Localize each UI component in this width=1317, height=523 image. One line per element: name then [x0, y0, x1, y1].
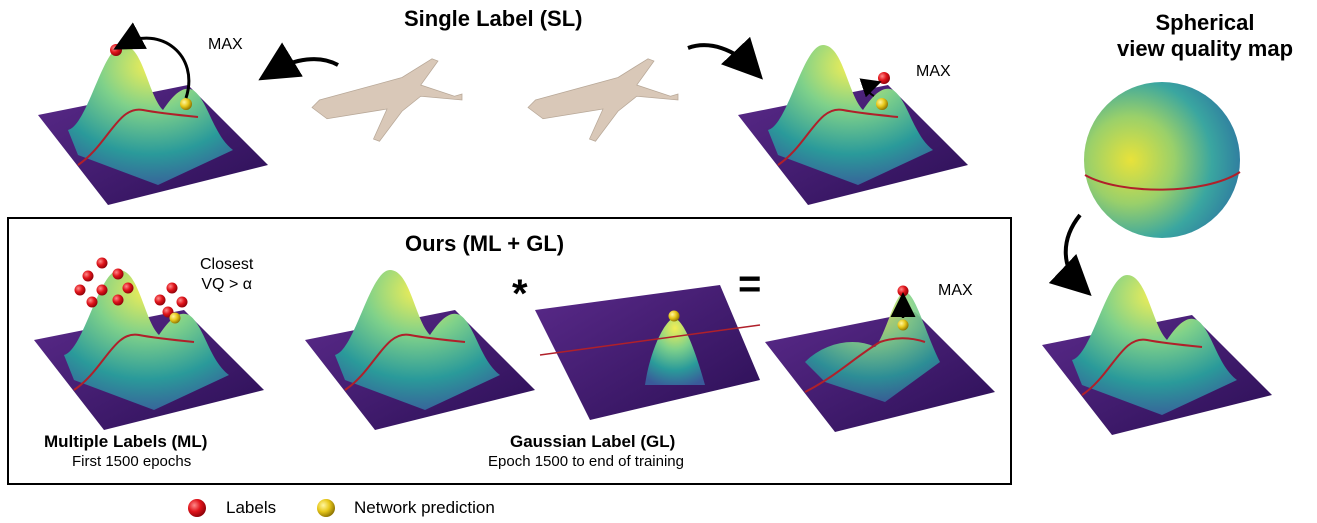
surface-result	[765, 292, 995, 432]
max-label-right: MAX	[916, 63, 951, 80]
prediction-dot	[876, 98, 888, 110]
legend-prediction-dot	[317, 499, 335, 517]
surface-gl-a	[304, 269, 536, 431]
sphere-title-line1: Spherical	[1155, 10, 1255, 35]
max-label-result: MAX	[938, 282, 973, 299]
equals-symbol: =	[738, 262, 762, 306]
arrow-to-right-surface	[687, 36, 763, 80]
sphere-title: Spherical view quality map	[1110, 10, 1300, 62]
airplane-left	[311, 58, 463, 142]
arrow-small-curl	[859, 78, 882, 98]
label-dot	[110, 44, 122, 56]
airplane-right	[527, 58, 679, 142]
ml-subcaption: First 1500 epochs	[72, 453, 192, 470]
prediction-dot	[668, 310, 680, 322]
ours-title: Ours (ML + GL)	[405, 231, 565, 256]
prediction-dot	[180, 98, 192, 110]
arrow-to-left-surface	[258, 42, 339, 81]
closest-line2: VQ > α	[201, 276, 252, 293]
prediction-dot	[169, 312, 181, 324]
closest-annotation: Closest VQ > α	[200, 255, 253, 295]
ours-box	[7, 217, 1012, 485]
legend-labels-text: Labels	[226, 498, 277, 517]
single-label-title: Single Label (SL)	[404, 6, 583, 31]
surface-sl-left	[37, 44, 269, 206]
gl-subcaption: Epoch 1500 to end of training	[488, 453, 684, 470]
surface-gaussian	[535, 285, 761, 420]
closest-line1: Closest	[200, 256, 254, 273]
legend-labels-dot	[188, 499, 206, 517]
arrow-sphere-to-surface	[1048, 213, 1092, 296]
ml-label-dots	[74, 257, 188, 318]
prediction-dot	[897, 319, 909, 331]
legend-prediction-text: Network prediction	[354, 498, 495, 517]
surface-sphere-map	[1041, 274, 1273, 436]
arrow-max-left	[113, 22, 191, 99]
label-dot	[878, 72, 890, 84]
sphere	[1084, 82, 1241, 238]
ml-caption: Multiple Labels (ML)	[44, 432, 208, 451]
sphere-title-line2: view quality map	[1116, 36, 1294, 61]
label-dot	[897, 285, 909, 297]
gl-caption: Gaussian Label (GL)	[510, 432, 676, 451]
max-label-left: MAX	[208, 36, 243, 53]
multiply-symbol: *	[512, 272, 528, 316]
